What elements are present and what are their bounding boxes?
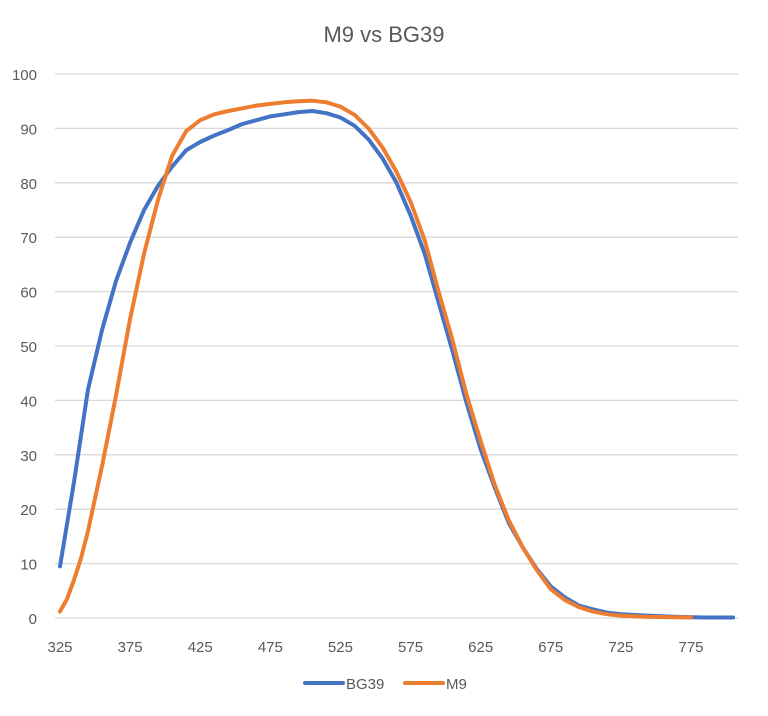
y-tick-label: 100 [12,67,37,84]
y-tick-label: 70 [20,230,37,247]
y-tick-label: 40 [20,393,37,410]
y-axis-ticks: 0 10 20 30 40 50 60 70 80 90 100 [12,67,37,628]
x-tick-label: 375 [118,639,143,656]
x-tick-label: 775 [678,639,703,656]
y-tick-label: 0 [29,611,37,628]
x-tick-label: 425 [188,639,213,656]
x-axis-ticks: 325 375 425 475 525 575 625 675 725 775 [47,639,703,656]
x-tick-label: 575 [398,639,423,656]
x-tick-label: 725 [608,639,633,656]
y-tick-label: 30 [20,448,37,465]
y-tick-label: 50 [20,339,37,356]
gridlines [55,73,738,619]
chart-title: M9 vs BG39 [323,22,444,47]
legend-item-bg39: BG39 [303,676,384,693]
x-tick-label: 475 [258,639,283,656]
legend-label: M9 [446,676,467,693]
y-tick-label: 90 [20,121,37,138]
series-lines [58,98,736,620]
legend-item-m9: M9 [403,676,467,693]
legend-label: BG39 [346,676,384,693]
series-line-m9 [58,98,693,620]
x-tick-label: 625 [468,639,493,656]
x-tick-label: 675 [538,639,563,656]
y-tick-label: 80 [20,176,37,193]
y-tick-label: 10 [20,557,37,574]
y-tick-label: 20 [20,502,37,519]
legend: BG39 M9 [303,676,467,693]
x-tick-label: 325 [47,639,72,656]
x-tick-label: 525 [328,639,353,656]
y-tick-label: 60 [20,285,37,302]
